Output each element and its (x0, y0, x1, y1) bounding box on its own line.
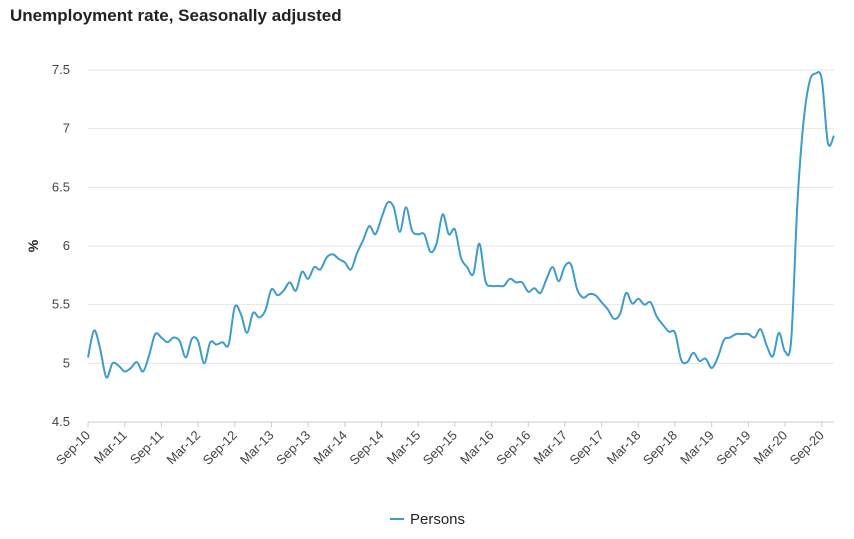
x-tick-label: Sep-19 (713, 428, 753, 468)
x-tick-label: Sep-12 (200, 428, 240, 468)
x-tick-label: Mar-13 (237, 428, 277, 468)
x-tick-label: Mar-18 (604, 428, 644, 468)
x-tick-label: Sep-10 (53, 428, 93, 468)
legend[interactable]: Persons (390, 511, 465, 528)
x-tick-label: Mar-16 (457, 428, 497, 468)
x-tick-label: Mar-17 (530, 428, 570, 468)
x-tick-label: Sep-20 (787, 428, 827, 468)
x-tick-label: Mar-19 (677, 428, 717, 468)
y-tick-label: 5 (63, 355, 70, 370)
x-tick-label: Sep-18 (640, 428, 680, 468)
legend-label-persons: Persons (410, 511, 465, 528)
x-tick-label: Sep-17 (567, 428, 607, 468)
y-tick-label: 6 (63, 238, 70, 253)
x-axis-ticks: Sep-10Mar-11Sep-11Mar-12Sep-12Mar-13Sep-… (53, 422, 827, 468)
x-tick-label: Sep-16 (493, 428, 533, 468)
x-tick-label: Sep-13 (273, 428, 313, 468)
y-tick-label: 7.5 (52, 62, 70, 77)
x-tick-label: Sep-11 (127, 428, 167, 468)
x-tick-label: Mar-20 (750, 428, 790, 468)
grid-lines (88, 69, 834, 423)
x-tick-label: Sep-15 (420, 428, 460, 468)
series-layer (87, 70, 835, 379)
y-tick-label: 7 (63, 121, 70, 136)
y-axis-title: % (25, 239, 41, 252)
chart-title: Unemployment rate, Seasonally adjusted (10, 6, 342, 25)
x-tick-label: Mar-14 (310, 428, 350, 468)
series-line-persons (87, 70, 835, 379)
y-tick-label: 6.5 (52, 179, 70, 194)
x-tick-label: Mar-11 (91, 428, 130, 467)
y-tick-label: 4.5 (52, 414, 70, 429)
x-tick-label: Sep-14 (346, 428, 386, 468)
x-tick-label: Mar-15 (384, 428, 424, 468)
y-axis-ticks: 4.5 5 5.5 6 6.5 7 7.5 (52, 62, 70, 429)
y-tick-label: 5.5 (52, 297, 70, 312)
x-tick-label: Mar-12 (163, 428, 203, 468)
